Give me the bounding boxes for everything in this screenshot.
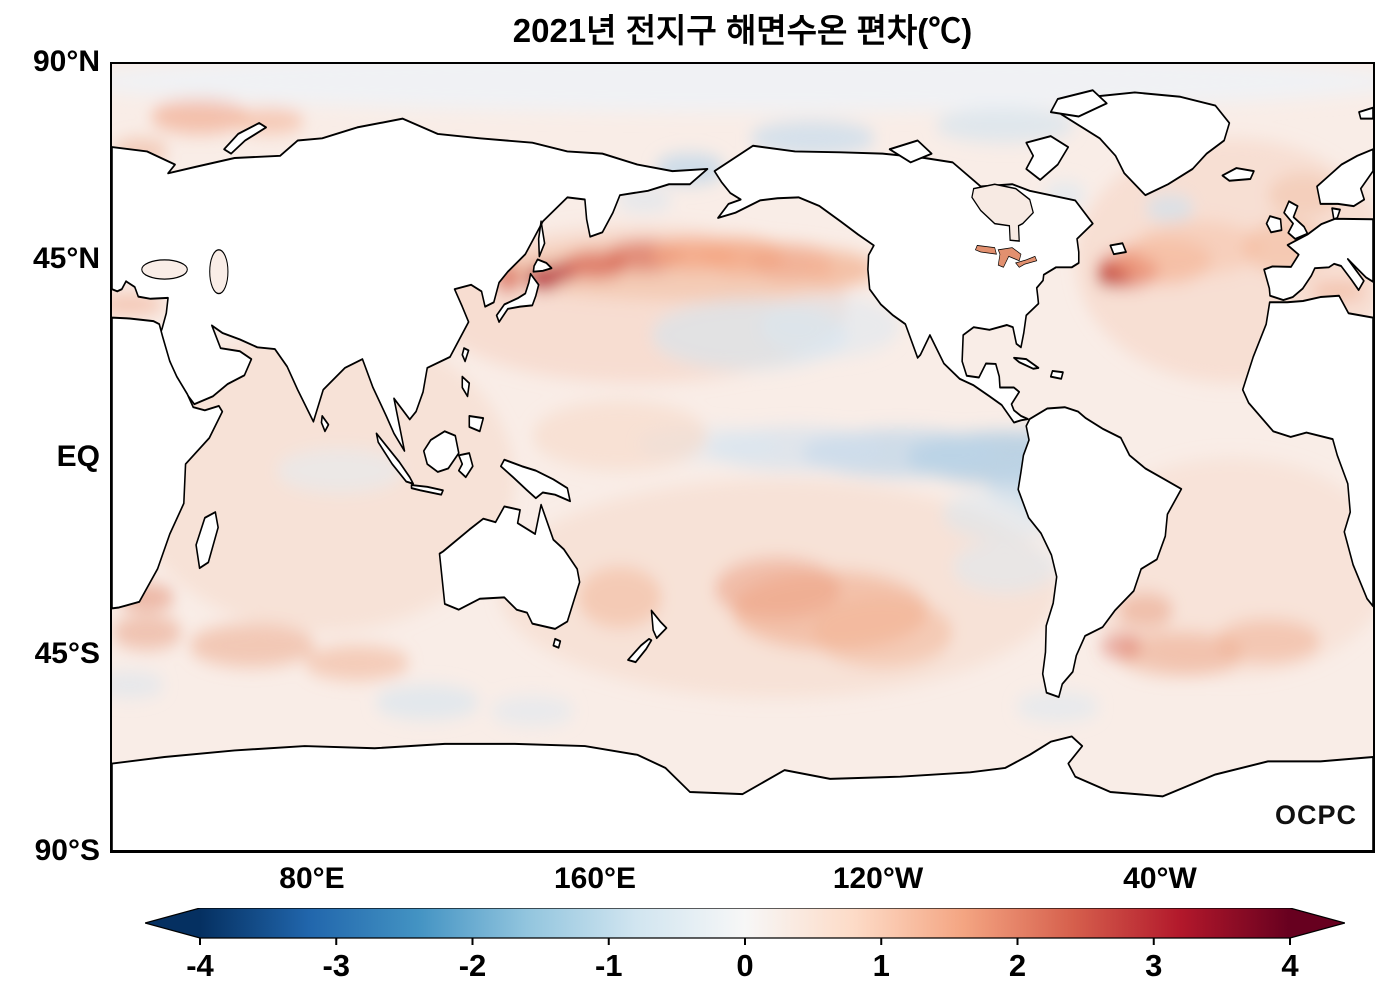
inland-seas bbox=[141, 183, 1038, 295]
land-madagascar bbox=[195, 511, 219, 570]
chart-title: 2021년 전지구 해면수온 편차(℃) bbox=[512, 12, 973, 49]
land-ellesmere bbox=[1049, 89, 1108, 118]
land-ireland bbox=[1265, 215, 1283, 234]
land-iceland bbox=[1221, 167, 1255, 182]
great-lake-erie-ontario bbox=[1015, 255, 1038, 268]
land-uk bbox=[1283, 200, 1309, 240]
y-tick-90n: 90°N bbox=[32, 45, 100, 78]
caspian-sea bbox=[209, 249, 229, 295]
colorbar bbox=[145, 908, 1345, 945]
land-antarctica bbox=[112, 735, 1373, 851]
x-tick-40w: 40°W bbox=[1123, 862, 1197, 895]
landmasses bbox=[112, 89, 1373, 851]
y-tick-90s: 90°S bbox=[34, 834, 100, 867]
x-tick-80e: 80°E bbox=[279, 862, 345, 895]
land-europe-west bbox=[1263, 207, 1373, 302]
cbar-label-0: 0 bbox=[736, 948, 754, 983]
cbar-label-4: 4 bbox=[1281, 948, 1299, 983]
land-victoria-island bbox=[888, 139, 933, 164]
great-lake-michigan-huron bbox=[997, 247, 1022, 268]
land-sulawesi bbox=[457, 452, 474, 479]
land-luzon bbox=[461, 375, 471, 398]
colorbar-ticks bbox=[199, 938, 1291, 945]
land-nz-north bbox=[650, 609, 668, 640]
land-scandinavia bbox=[1316, 148, 1373, 208]
great-lake-superior bbox=[974, 245, 997, 255]
cbar-label-2: 2 bbox=[1008, 948, 1027, 983]
map-area: OCPC bbox=[110, 62, 1375, 853]
land-new-guinea bbox=[500, 458, 571, 503]
land-nz-south bbox=[627, 637, 653, 664]
x-tick-160e: 160°E bbox=[553, 862, 637, 895]
x-tick-120w: 120°W bbox=[832, 862, 924, 895]
black-sea bbox=[141, 259, 188, 280]
hudson-bay bbox=[971, 183, 1034, 242]
land-greenland bbox=[1060, 91, 1231, 197]
colorbar-gradient-bar bbox=[145, 908, 1345, 939]
land-novaya-zemlya bbox=[223, 122, 267, 155]
watermark-ocpc: OCPC bbox=[1274, 800, 1357, 830]
land-south-america bbox=[1017, 406, 1183, 699]
land-java bbox=[410, 484, 444, 496]
land-sri-lanka bbox=[320, 414, 330, 433]
land-australia bbox=[438, 503, 581, 630]
land-sumatra bbox=[375, 432, 415, 485]
land-africa-east bbox=[112, 316, 224, 610]
land-hispaniola bbox=[1049, 369, 1064, 380]
land-svalbard bbox=[1358, 106, 1373, 120]
y-tick-eq: EQ bbox=[56, 440, 100, 473]
land-sakhalin bbox=[537, 220, 546, 258]
land-newfoundland bbox=[1109, 242, 1127, 256]
land-borneo bbox=[422, 430, 460, 473]
land-tasmania bbox=[552, 637, 562, 649]
cbar-label-3: 3 bbox=[1145, 948, 1163, 983]
land-mindanao bbox=[468, 414, 485, 433]
land-hokkaido bbox=[532, 258, 553, 273]
land-honshu bbox=[495, 272, 540, 323]
cbar-label-neg3: -3 bbox=[322, 948, 351, 983]
y-tick-45s: 45°S bbox=[34, 637, 100, 670]
land-taiwan bbox=[461, 347, 470, 363]
land-africa-west bbox=[1241, 294, 1373, 608]
world-map-svg bbox=[112, 64, 1373, 851]
cbar-label-neg1: -1 bbox=[594, 948, 623, 983]
y-tick-45n: 45°N bbox=[32, 242, 100, 275]
cbar-label-neg4: -4 bbox=[186, 948, 214, 983]
land-baffin bbox=[1025, 135, 1070, 181]
cbar-label-1: 1 bbox=[872, 948, 890, 983]
cbar-label-neg2: -2 bbox=[458, 948, 487, 983]
land-cuba bbox=[1013, 356, 1040, 370]
